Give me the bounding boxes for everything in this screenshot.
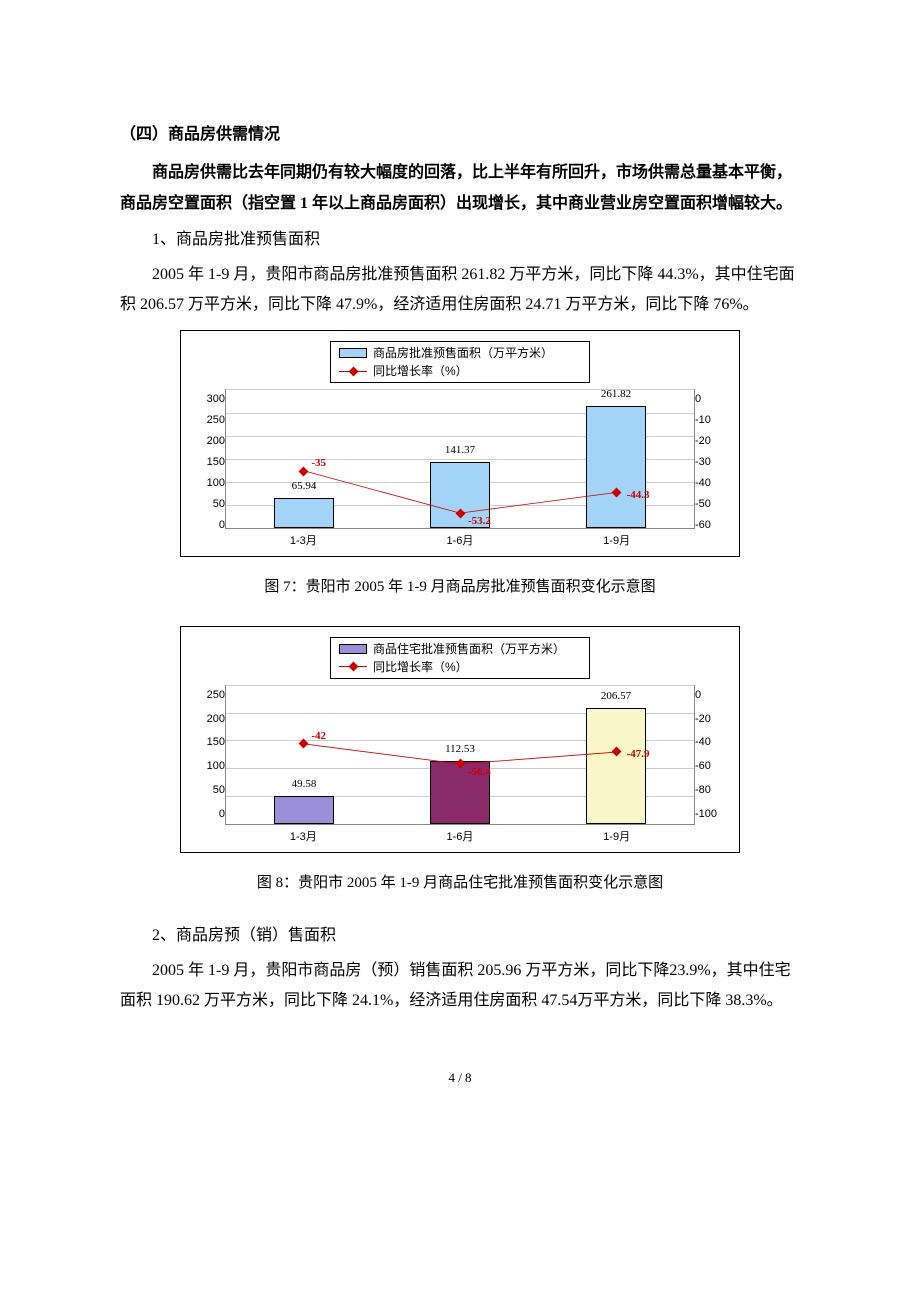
- chart-7-grid: 65.94141.37261.82: [225, 389, 695, 529]
- y-tick-right: -40: [695, 473, 725, 494]
- bar: [274, 498, 334, 529]
- legend-line-row: 同比增长率（%）: [339, 658, 581, 676]
- chart-8-plot: 250200150100500 49.58112.53206.57 -42-56…: [195, 685, 725, 845]
- bar-group: 65.94: [243, 476, 365, 529]
- chart-8-legend: 商品住宅批准预售面积（万平方米） 同比增长率（%）: [330, 637, 590, 679]
- legend-line-swatch: [339, 666, 367, 667]
- chart-7-plot: 300250200150100500 65.94141.37261.82 -35…: [195, 389, 725, 549]
- intro-paragraph: 商品房供需比去年同期仍有较大幅度的回落，比上半年有所回升，市场供需总量基本平衡，…: [120, 158, 800, 219]
- legend-line-label: 同比增长率（%）: [373, 658, 468, 676]
- y-tick-left: 300: [195, 389, 225, 410]
- y-tick-right: -10: [695, 410, 725, 431]
- bar-group: 141.37: [399, 440, 521, 528]
- y-tick-right: -100: [695, 804, 725, 825]
- bar-value-label: 206.57: [601, 686, 631, 707]
- y-tick-left: 100: [195, 756, 225, 777]
- y-tick-left: 250: [195, 410, 225, 431]
- subsection-1-body: 2005 年 1-9 月，贵阳市商品房批准预售面积 261.82 万平方米，同比…: [120, 260, 800, 321]
- y-tick-left: 200: [195, 709, 225, 730]
- chart-8: 商品住宅批准预售面积（万平方米） 同比增长率（%） 250 200150 100 50…: [180, 626, 740, 853]
- bar: [586, 708, 646, 824]
- y-tick-left: 150: [195, 452, 225, 473]
- bar: [430, 462, 490, 528]
- bar-group: 206.57: [555, 686, 677, 824]
- bar-group: 49.58: [243, 774, 365, 824]
- chart-8-caption: 图 8：贵阳市 2005 年 1-9 月商品住宅批准预售面积变化示意图: [120, 869, 800, 898]
- y-tick-left: 50: [195, 494, 225, 515]
- y-tick-right: -60: [695, 515, 725, 536]
- y-tick-left: 0: [195, 804, 225, 825]
- bar: [274, 796, 334, 824]
- subsection-2-body: 2005 年 1-9 月，贵阳市商品房（预）销售面积 205.96 万平方米，同…: [120, 956, 800, 1017]
- chart-7-legend: 商品房批准预售面积（万平方米） 同比增长率（%）: [330, 341, 590, 383]
- subsection-1-title: 1、商品房批准预售面积: [120, 225, 800, 255]
- y-axis-left: 300250200150100500: [195, 389, 225, 549]
- y-tick-left: 250: [195, 685, 225, 706]
- y-tick-right: -80: [695, 780, 725, 801]
- y-tick-right: -20: [695, 431, 725, 452]
- y-tick-right: -20: [695, 709, 725, 730]
- bar: [586, 406, 646, 528]
- bar-value-label: 65.94: [292, 476, 317, 497]
- legend-line-swatch: [339, 371, 367, 372]
- page-number: 4 / 8: [120, 1066, 800, 1091]
- chart-7-caption: 图 7：贵阳市 2005 年 1-9 月商品房批准预售面积变化示意图: [120, 573, 800, 602]
- y-tick-left: 150: [195, 732, 225, 753]
- legend-bar-label: 商品住宅批准预售面积（万平方米）: [373, 640, 565, 658]
- legend-line-row: 同比增长率（%）: [339, 362, 581, 380]
- legend-bar-row: 商品住宅批准预售面积（万平方米）: [339, 640, 581, 658]
- y-tick-left: 50: [195, 780, 225, 801]
- section-heading: （四）商品房供需情况: [120, 120, 800, 150]
- legend-bar-swatch: [339, 644, 367, 654]
- legend-bar-label: 商品房批准预售面积（万平方米）: [373, 344, 553, 362]
- y-tick-right: -60: [695, 756, 725, 777]
- chart-7: 商品房批准预售面积（万平方米） 同比增长率（%） 300250200150100…: [180, 330, 740, 557]
- bar-group: 112.53: [399, 739, 521, 824]
- legend-line-label: 同比增长率（%）: [373, 362, 468, 380]
- y-tick-right: -40: [695, 732, 725, 753]
- y-axis-left: 250 200150 100 50 0: [195, 685, 225, 845]
- y-axis-right: 0-10-20-30-40-50-60: [695, 389, 725, 549]
- y-tick-right: -50: [695, 494, 725, 515]
- y-tick-left: 100: [195, 473, 225, 494]
- y-tick-left: 0: [195, 515, 225, 536]
- bar-value-label: 49.58: [292, 774, 317, 795]
- bar-value-label: 112.53: [445, 739, 475, 760]
- chart-8-grid: 49.58 112.53 206.57: [225, 685, 695, 825]
- subsection-2-title: 2、商品房预（销）售面积: [120, 921, 800, 951]
- legend-bar-swatch: [339, 348, 367, 358]
- bar-value-label: 261.82: [601, 384, 631, 405]
- bar-group: 261.82: [555, 384, 677, 528]
- y-tick-left: 200: [195, 431, 225, 452]
- bar-value-label: 141.37: [445, 440, 475, 461]
- y-axis-right: 0 -20-40 -60 -80 -100: [695, 685, 725, 845]
- legend-bar-row: 商品房批准预售面积（万平方米）: [339, 344, 581, 362]
- y-tick-right: 0: [695, 685, 725, 706]
- y-tick-right: 0: [695, 389, 725, 410]
- y-tick-right: -30: [695, 452, 725, 473]
- bar: [430, 761, 490, 824]
